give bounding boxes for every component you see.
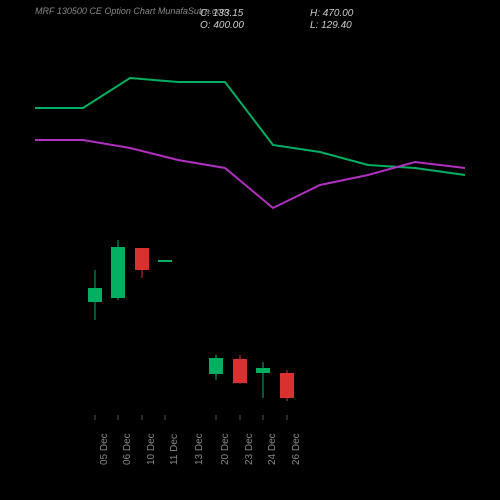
x-axis-label: 26 Dec <box>291 433 302 465</box>
high-label: H: 470.00 <box>310 8 353 19</box>
chart-canvas <box>35 40 465 420</box>
x-axis-label: 10 Dec <box>146 433 157 465</box>
x-axis-label: 24 Dec <box>267 433 278 465</box>
candle-body <box>135 248 149 270</box>
x-axis-label: 23 Dec <box>244 433 255 465</box>
x-axis-label: 05 Dec <box>99 433 110 465</box>
candle-body <box>256 368 270 373</box>
candle-body <box>233 359 247 383</box>
low-label: L: 129.40 <box>310 20 352 31</box>
x-axis-label: 13 Dec <box>194 433 205 465</box>
line-series-2 <box>35 140 465 208</box>
candle-body <box>209 358 223 374</box>
x-axis-label: 11 Dec <box>169 434 180 465</box>
open-label: O: 400.00 <box>200 20 244 31</box>
line-series-1 <box>35 78 465 175</box>
x-axis-label: 20 Dec <box>220 433 231 465</box>
chart-svg <box>35 40 465 420</box>
candle-body <box>111 247 125 298</box>
candle-body <box>88 288 102 302</box>
candle-body <box>280 373 294 398</box>
x-axis-label: 06 Dec <box>122 433 133 465</box>
close-label: C: 133.15 <box>200 8 243 19</box>
x-axis-labels: 05 Dec 06 Dec 10 Dec 11 Dec 13 Dec 20 Dec 23 D… <box>35 420 465 480</box>
